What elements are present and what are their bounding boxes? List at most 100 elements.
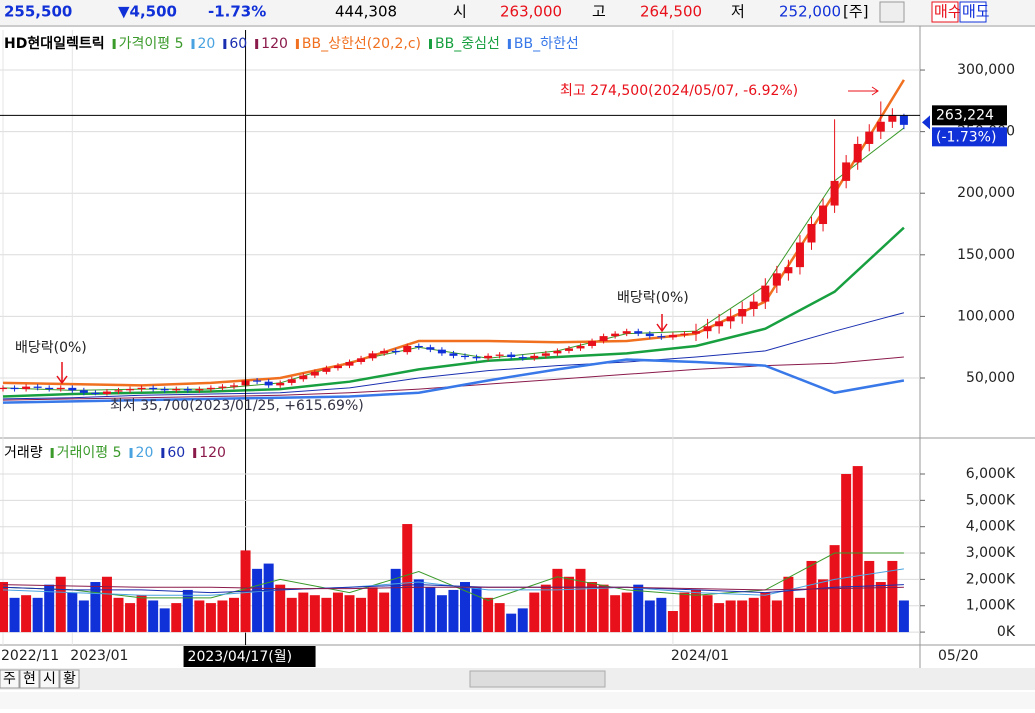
candle-body	[22, 386, 31, 390]
candle-body	[299, 375, 308, 380]
toolbar-button-label[interactable]: 현	[23, 671, 36, 687]
buy-label[interactable]: 매수	[934, 3, 962, 21]
volume-bar	[229, 597, 239, 633]
legend-entry: 거래이평 5	[57, 445, 122, 461]
y-tick-label: 100,000	[957, 308, 1015, 324]
y-tick-label: 50,000	[966, 370, 1015, 386]
candle-body	[287, 379, 296, 383]
legend-title: HD현대일렉트릭	[4, 35, 105, 52]
volume-bar	[494, 603, 505, 633]
annotation-arrow	[56, 362, 68, 385]
candle-body	[79, 390, 88, 393]
status-area	[0, 692, 1035, 709]
annotation-arrow	[656, 314, 668, 333]
toolbar-button[interactable]	[39, 669, 60, 689]
volume-bar	[321, 597, 332, 633]
volume-bar	[760, 592, 771, 633]
volume-bar	[552, 568, 563, 633]
volume-bar	[148, 600, 159, 633]
sell-label[interactable]: 매도	[962, 3, 990, 21]
volume-bar	[818, 579, 829, 633]
legend-entry: 60	[229, 36, 247, 52]
candle-body	[310, 371, 319, 376]
y-tick-label: 300,000	[957, 62, 1015, 78]
sell-button[interactable]	[959, 1, 987, 23]
last-price: 263,224	[936, 107, 994, 123]
toolbar-button[interactable]	[59, 669, 80, 689]
volume-bar	[563, 576, 574, 633]
volume-bar	[483, 597, 494, 633]
overlay-line	[2, 226, 905, 398]
volume-bar	[205, 603, 216, 633]
y-tick-label: 6,000K	[966, 466, 1016, 482]
legend-entry: 120	[199, 445, 226, 461]
volume-bar	[0, 582, 8, 633]
unit: [주]	[843, 3, 869, 21]
y-tick-label: 1,000K	[966, 598, 1016, 614]
volume-bar	[159, 608, 170, 633]
toolbar-button-label[interactable]: 황	[63, 671, 76, 687]
volume-bar	[344, 595, 355, 633]
candle-body	[819, 205, 828, 225]
legend-entry: 120	[261, 36, 288, 52]
candle-body	[56, 387, 65, 390]
price: 255,500	[4, 3, 72, 21]
overlay-line	[2, 584, 904, 591]
legend-entry: 20	[136, 445, 154, 461]
legend-swatch	[507, 39, 511, 49]
candle-body	[114, 390, 123, 392]
volume-bar	[771, 600, 782, 633]
volume-bar	[436, 595, 447, 633]
volume: 444,308	[335, 3, 397, 21]
volume-bar	[21, 595, 32, 633]
volume-bar	[875, 582, 886, 633]
price-pointer	[922, 115, 930, 130]
volume-bar	[737, 600, 748, 633]
volume-bar	[621, 592, 632, 633]
candle-body	[276, 382, 285, 386]
volume-bar	[9, 597, 20, 633]
candle-body	[657, 336, 666, 338]
volume-bar	[667, 611, 678, 633]
volume-bar	[679, 592, 690, 633]
x-tick-label: 05/20	[938, 648, 978, 664]
toolbar-button[interactable]	[0, 669, 20, 689]
candle-body	[206, 387, 215, 390]
scrollbar[interactable]	[469, 670, 606, 688]
candle-body	[680, 333, 689, 335]
toolbar-button-label[interactable]: 주	[3, 671, 16, 687]
y-tick-label: 5,000K	[966, 492, 1016, 508]
candle-body	[10, 387, 19, 390]
volume-bar	[390, 568, 401, 633]
volume-bar	[413, 579, 424, 633]
volume-bar	[332, 592, 343, 633]
candle-body	[888, 115, 897, 122]
candle-body	[437, 349, 446, 354]
volume-bar	[610, 595, 621, 633]
annotation: 배당락(0%)	[617, 290, 689, 306]
buy-button[interactable]	[931, 1, 959, 23]
candle-body	[507, 354, 516, 358]
candle-body	[772, 273, 781, 286]
volume-bar	[725, 600, 736, 633]
volume-bar	[783, 576, 794, 633]
candle-body	[33, 386, 42, 388]
volume-bar	[275, 584, 286, 633]
volume-bar	[55, 576, 66, 633]
settings-button[interactable]	[879, 1, 905, 23]
candle-body	[345, 361, 354, 366]
candle-body	[380, 350, 389, 354]
candle-body	[45, 387, 54, 390]
legend-swatch	[50, 448, 54, 458]
toolbar-button[interactable]	[19, 669, 40, 689]
volume-bar	[506, 613, 517, 633]
candle-body	[253, 380, 262, 382]
candle-body	[703, 326, 712, 332]
volume-bar	[448, 589, 459, 633]
toolbar-button-label[interactable]: 시	[43, 671, 56, 687]
volume-bar	[587, 582, 598, 633]
volume-bar	[125, 603, 136, 633]
legend-entry: BB_하한선	[514, 36, 579, 52]
overlay-line	[2, 584, 904, 594]
